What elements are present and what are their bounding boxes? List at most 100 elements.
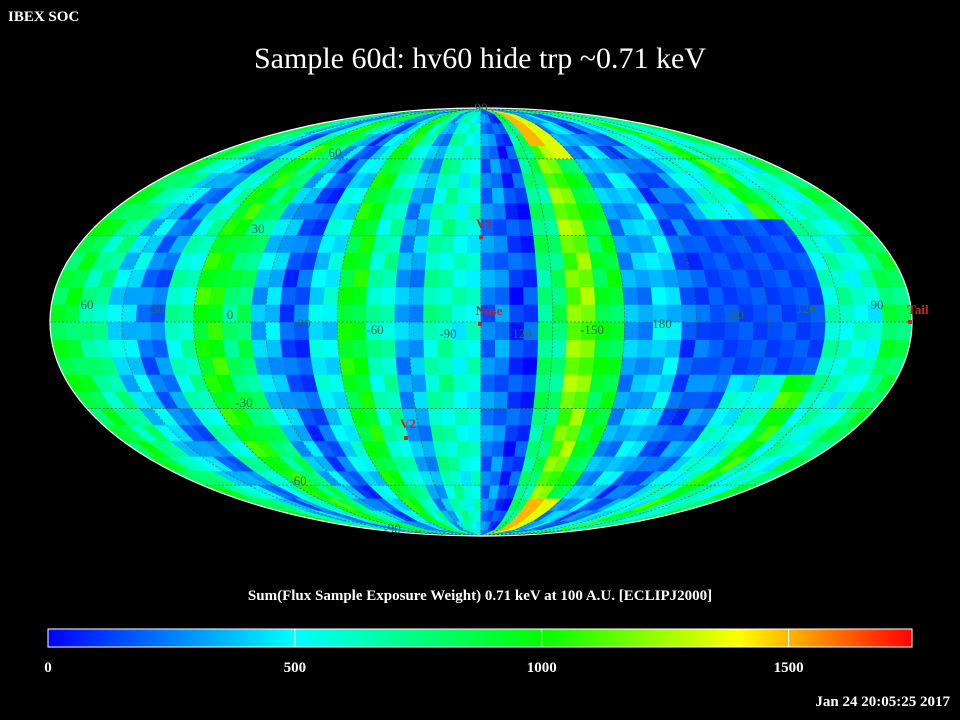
flux-cell	[467, 235, 482, 253]
flux-cell	[664, 286, 682, 305]
flux-cell	[534, 252, 551, 270]
flux-cell	[423, 339, 439, 358]
flux-cell	[480, 484, 491, 499]
flux-cell	[438, 252, 455, 270]
colorbar	[47, 628, 913, 648]
flux-cell	[565, 286, 582, 305]
flux-cell	[454, 408, 469, 426]
flux-cell	[236, 304, 253, 323]
flux-cell	[480, 286, 496, 305]
flux-cell	[522, 269, 539, 288]
flux-cell	[480, 321, 496, 340]
flux-cell	[579, 286, 596, 305]
marker-dot	[908, 320, 912, 324]
flux-cell	[469, 172, 482, 188]
flux-cell	[265, 339, 283, 358]
flux-cell	[594, 339, 611, 358]
flux-cell	[444, 440, 459, 457]
flux-cell	[508, 356, 524, 375]
flux-cell	[537, 286, 553, 305]
latitude-label: -60	[289, 473, 306, 488]
flux-cell	[265, 321, 281, 340]
flux-cell	[609, 321, 626, 340]
meridian-line	[480, 108, 841, 536]
flux-cell	[504, 424, 520, 442]
longitude-label: -90	[439, 326, 456, 341]
flux-cell	[351, 286, 368, 305]
flux-cell	[480, 408, 495, 426]
flux-cell	[265, 304, 281, 323]
flux-cell	[752, 321, 769, 340]
flux-cell	[452, 269, 468, 288]
flux-cell	[767, 321, 784, 340]
flux-cell	[409, 269, 426, 288]
flux-cell	[423, 286, 439, 305]
flux-cell	[460, 470, 473, 486]
flux-cell	[469, 455, 482, 472]
flux-cell	[507, 252, 524, 270]
flux-cell	[366, 339, 383, 358]
flux-cell	[592, 356, 609, 375]
flux-cell	[64, 304, 81, 323]
flux-cell	[473, 122, 482, 134]
flux-cell	[453, 235, 469, 253]
flux-cell	[523, 286, 539, 305]
flux-cell	[522, 356, 539, 375]
flux-cell	[493, 391, 509, 409]
flux-cell	[423, 269, 440, 288]
flux-cell	[622, 286, 639, 305]
flux-cell	[521, 252, 538, 270]
flux-cell	[322, 304, 339, 323]
longitude-label: 90	[871, 297, 884, 312]
flux-cell	[536, 269, 553, 288]
flux-cell	[536, 356, 553, 375]
flux-cell	[383, 374, 400, 392]
flux-cell	[781, 304, 798, 323]
flux-cell	[395, 269, 412, 288]
flux-cell	[414, 218, 431, 236]
flux-cell	[494, 269, 510, 288]
flux-cell	[480, 424, 494, 442]
flux-cell	[193, 304, 210, 323]
flux-cell	[636, 339, 654, 358]
flux-cell	[781, 321, 798, 340]
flux-cell	[867, 321, 884, 340]
flux-cell	[437, 304, 453, 323]
map-title: Sample 60d: hv60 hide trp ~0.71 keV	[253, 42, 706, 75]
flux-cell	[324, 269, 343, 288]
flux-cell	[135, 304, 153, 323]
flux-cell	[480, 269, 496, 288]
flux-cell	[468, 424, 482, 442]
flux-cell	[520, 235, 536, 253]
meridian-line	[121, 108, 482, 536]
flux-cell	[466, 252, 482, 270]
flux-cell	[208, 286, 227, 305]
flux-cell	[456, 187, 471, 204]
flux-cell	[50, 304, 67, 323]
flux-cell	[507, 374, 524, 392]
flux-cell	[322, 321, 339, 340]
flux-cell	[595, 304, 611, 323]
latitude-label: -90	[383, 521, 400, 536]
flux-cell	[521, 374, 538, 392]
flux-cell	[107, 321, 124, 340]
flux-cell	[623, 321, 640, 340]
flux-cell	[458, 172, 472, 188]
flux-cell	[424, 252, 441, 270]
flux-cell	[395, 356, 412, 375]
flux-cell	[438, 374, 455, 392]
flux-cell	[881, 304, 898, 323]
colorbar-tick-lines	[294, 629, 790, 647]
flux-cell	[550, 269, 567, 288]
longitude-label: 150	[724, 307, 744, 322]
flux-cell	[537, 339, 553, 358]
flux-cell	[428, 408, 444, 426]
flux-cell	[664, 339, 682, 358]
flux-cell	[506, 391, 523, 409]
flux-cell	[622, 339, 639, 358]
flux-cell	[426, 391, 442, 409]
flux-cell	[336, 304, 353, 323]
colorbar-tick-label: 1500	[773, 660, 804, 676]
flux-cell	[518, 408, 534, 426]
flux-cell	[338, 269, 356, 288]
